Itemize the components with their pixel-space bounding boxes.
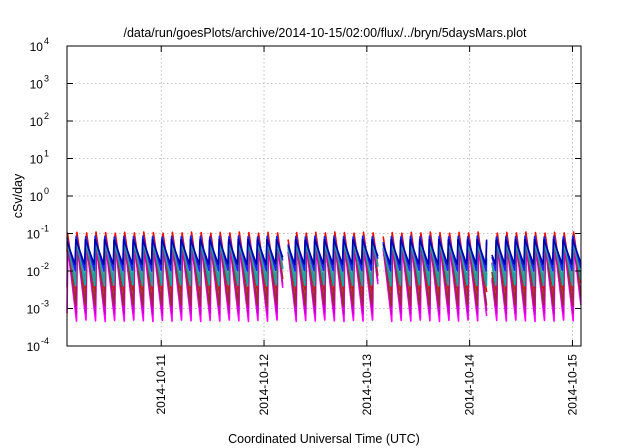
y-tick-label: 10-3 [27,299,49,317]
series-line [66,241,582,281]
y-axis-label: cSv/day [11,173,25,218]
y-tick-label: 10-4 [27,336,49,354]
y-tick-label: 101 [30,149,49,167]
y-tick-exponent: 2 [44,111,49,121]
series-line [66,238,582,266]
x-tick-label: 2014-10-14 [463,354,477,416]
y-tick-label: 102 [30,111,49,129]
y-tick-exponent: 1 [44,149,49,159]
x-tick-label: 2014-10-13 [360,354,374,416]
x-tick-layer: 2014-10-11 2014-10-12 2014-10-13 2014-10-14… [154,46,579,415]
y-tick-exponent: -2 [41,261,49,271]
y-tick-label: 10-2 [27,261,49,279]
y-tick-label: 103 [30,74,49,92]
chart-title: /data/run/goesPlots/archive/2014-10-15/0… [123,26,527,40]
y-tick-exponent: 3 [44,74,49,84]
y-tick-exponent: -4 [41,336,49,346]
x-tick-label: 2014-10-12 [257,354,271,416]
y-tick-label: 10-1 [27,224,49,242]
y-tick-label: 104 [30,36,49,54]
x-tick-label: 2014-10-11 [154,354,168,415]
series-layer [66,231,582,323]
x-tick-label: 2014-10-15 [565,354,579,416]
y-tick-label: 100 [30,186,49,204]
y-tick-exponent: 4 [44,36,49,46]
y-tick-exponent: -3 [41,299,49,309]
x-axis-label: Coordinated Universal Time (UTC) [228,432,420,446]
y-tick-exponent: 0 [44,186,49,196]
y-tick-exponent: -1 [41,224,49,234]
